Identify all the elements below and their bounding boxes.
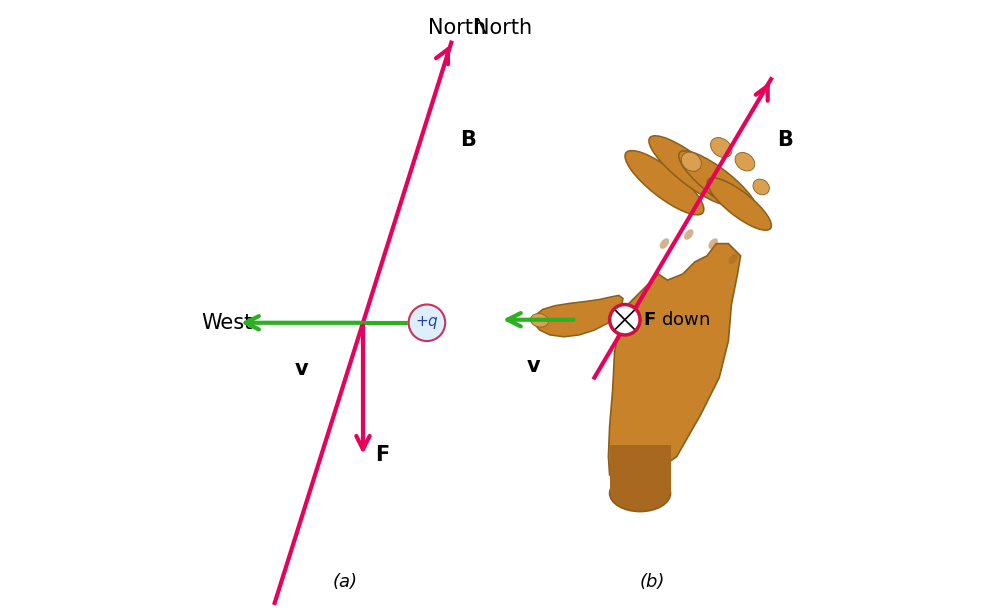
- Ellipse shape: [660, 238, 669, 249]
- Text: (b): (b): [640, 572, 665, 591]
- Text: $\bf{F}$ down: $\bf{F}$ down: [643, 311, 710, 329]
- Polygon shape: [610, 445, 671, 493]
- Circle shape: [610, 304, 640, 335]
- Polygon shape: [533, 295, 623, 337]
- Text: $\bf{B}$: $\bf{B}$: [460, 130, 477, 150]
- Ellipse shape: [531, 314, 549, 327]
- Text: $+q$: $+q$: [415, 314, 439, 331]
- Text: $\bf{B}$: $\bf{B}$: [777, 130, 793, 150]
- Ellipse shape: [684, 229, 694, 240]
- Text: $\bf{F}$: $\bf{F}$: [375, 445, 390, 465]
- Circle shape: [408, 304, 446, 342]
- Ellipse shape: [681, 152, 701, 171]
- Ellipse shape: [707, 178, 771, 230]
- Text: $\bf{v}$: $\bf{v}$: [526, 356, 541, 376]
- Polygon shape: [608, 244, 741, 475]
- Text: North: North: [474, 18, 532, 38]
- Text: $\bf{v}$: $\bf{v}$: [294, 359, 310, 379]
- Ellipse shape: [708, 238, 718, 249]
- Ellipse shape: [729, 253, 738, 264]
- Ellipse shape: [735, 152, 755, 171]
- Circle shape: [409, 304, 445, 341]
- Ellipse shape: [625, 150, 704, 215]
- Text: North: North: [428, 18, 486, 38]
- Ellipse shape: [679, 151, 757, 214]
- Text: West: West: [202, 313, 253, 333]
- Ellipse shape: [610, 475, 671, 512]
- Text: (a): (a): [332, 572, 357, 591]
- Ellipse shape: [711, 138, 732, 158]
- Ellipse shape: [649, 136, 735, 205]
- Ellipse shape: [753, 179, 769, 195]
